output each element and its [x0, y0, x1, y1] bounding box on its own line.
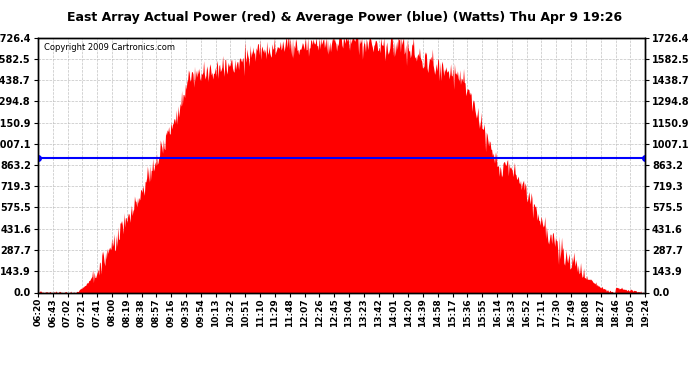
- Text: East Array Actual Power (red) & Average Power (blue) (Watts) Thu Apr 9 19:26: East Array Actual Power (red) & Average …: [68, 11, 622, 24]
- Text: Copyright 2009 Cartronics.com: Copyright 2009 Cartronics.com: [44, 43, 175, 52]
